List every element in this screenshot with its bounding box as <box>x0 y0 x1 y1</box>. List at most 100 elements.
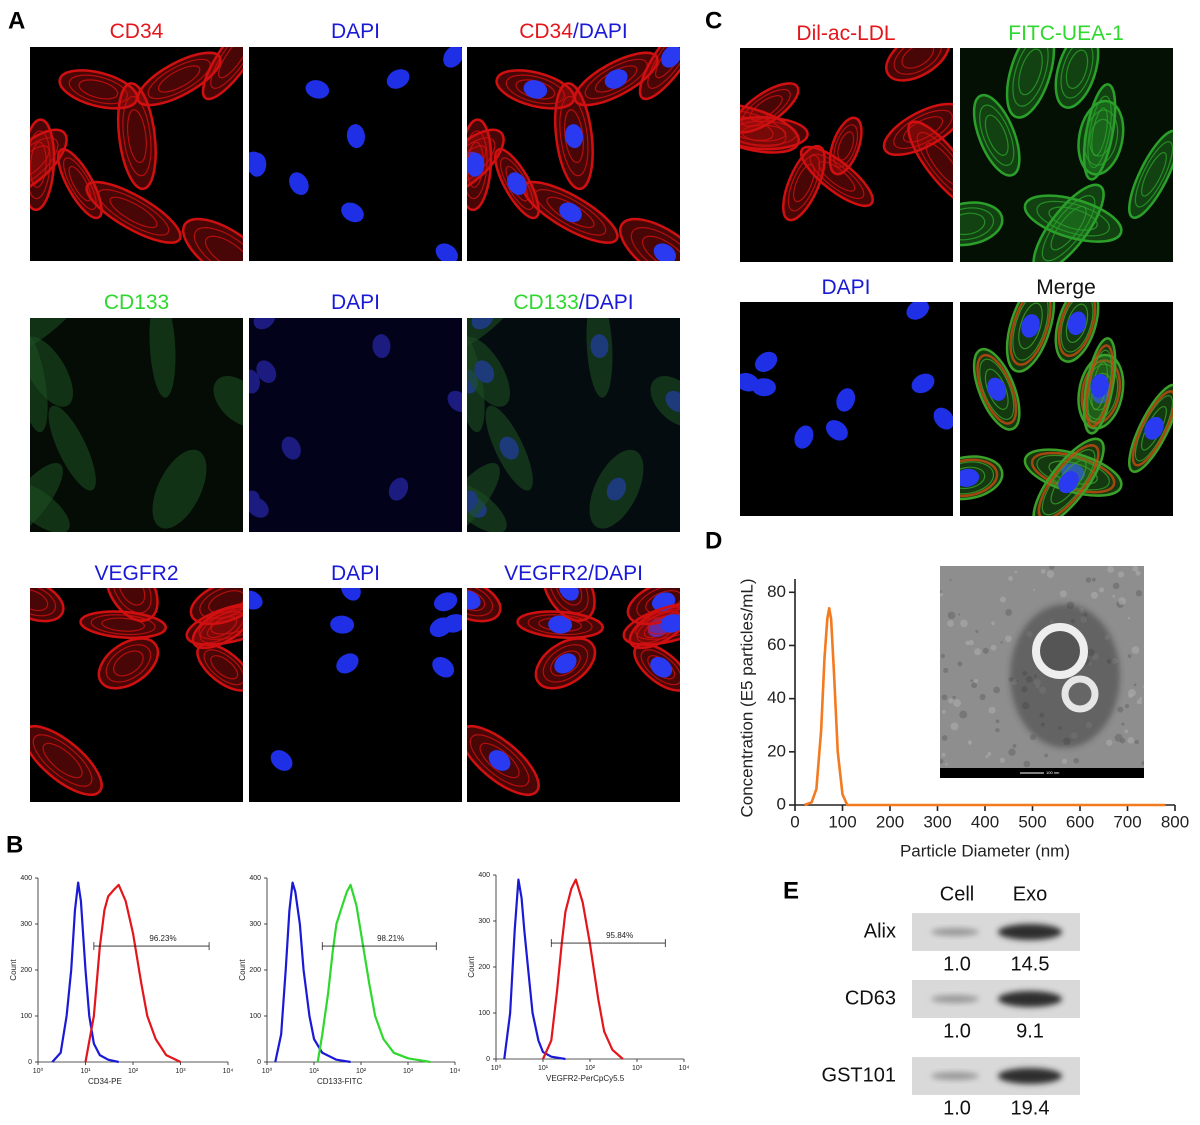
nucleus <box>249 152 267 177</box>
x-tick-label: 300 <box>923 812 951 831</box>
nucleus <box>433 592 458 612</box>
cell <box>289 172 309 196</box>
cytoplasm-texture <box>925 142 953 187</box>
nucleus <box>523 80 548 99</box>
y-tick-label: 100 <box>249 1013 261 1020</box>
cell <box>794 425 814 449</box>
cell <box>435 243 458 261</box>
nucleus <box>249 590 263 610</box>
cytoplasm-texture <box>1141 152 1167 197</box>
tem-grain <box>1117 706 1124 713</box>
nucleus <box>386 69 410 89</box>
panel-label: A <box>8 7 25 34</box>
cell <box>388 477 409 501</box>
nucleus <box>1090 373 1109 398</box>
cytoplasm-texture <box>818 161 856 192</box>
tem-grain <box>1030 734 1036 741</box>
cytoplasm-texture <box>901 48 935 69</box>
cell <box>432 657 455 678</box>
cytoplasm-texture <box>204 235 243 261</box>
cytoplasm <box>58 69 139 110</box>
cytoplasm-texture <box>1065 303 1089 343</box>
nucleus <box>346 124 365 149</box>
tem-grain <box>1124 729 1129 734</box>
series-line <box>541 878 624 1060</box>
tem-grain <box>1061 758 1068 764</box>
cell <box>256 360 277 383</box>
row-label: Alix <box>864 920 896 942</box>
cell <box>467 336 510 407</box>
column-header: Exo <box>1013 883 1047 905</box>
nucleus <box>507 172 527 196</box>
nucleus <box>987 377 1007 401</box>
tem-grain <box>999 596 1006 603</box>
cytoplasm-texture <box>122 95 152 177</box>
tem-grain <box>940 590 942 594</box>
cell <box>181 217 243 261</box>
tem-grain <box>970 679 973 682</box>
cytoplasm <box>960 201 1004 247</box>
tem-grain <box>982 647 989 654</box>
y-tick-label: 80 <box>767 582 786 601</box>
cytoplasm-texture <box>199 588 243 620</box>
cell <box>152 449 207 529</box>
x-tick-label: 10⁰ <box>33 1067 44 1075</box>
title-part: FITC-UEA-1 <box>1008 22 1124 45</box>
cell <box>467 462 500 532</box>
x-tick-label: 10⁰ <box>262 1067 273 1075</box>
cytoplasm-texture <box>809 153 865 200</box>
cytoplasm-texture <box>550 650 581 677</box>
cytoplasm-texture <box>30 137 59 187</box>
nucleus <box>1021 314 1040 338</box>
x-tick-label: 500 <box>1018 812 1046 831</box>
micrograph <box>467 318 680 532</box>
cytoplasm-texture <box>218 47 243 79</box>
cytoplasm-texture <box>479 742 520 779</box>
x-tick-label: 10⁴ <box>679 1065 690 1072</box>
cytoplasm <box>48 405 96 491</box>
tem-grain <box>1059 590 1067 598</box>
cytoplasm-texture <box>833 124 859 168</box>
scale-bar-label: 100 nm <box>1046 770 1060 775</box>
cell <box>336 653 359 674</box>
nucleus <box>906 302 930 320</box>
cell <box>589 449 644 529</box>
cytoplasm-texture <box>893 109 953 150</box>
series-line <box>274 881 351 1064</box>
cell <box>825 420 848 441</box>
cell <box>751 378 776 397</box>
cytoplasm <box>116 82 157 191</box>
cell <box>534 637 597 690</box>
image-title: Dil-ac-LDL <box>796 22 895 45</box>
cell <box>1032 183 1105 262</box>
micrograph <box>30 588 243 802</box>
tem-grain <box>1141 760 1144 766</box>
nucleus <box>1067 311 1087 336</box>
cytoplasm-texture <box>157 65 201 93</box>
nucleus <box>289 172 309 196</box>
cytoplasm-texture <box>210 47 243 89</box>
image-title: CD133/DAPI <box>513 291 633 314</box>
cell <box>1082 83 1117 181</box>
tem-grain <box>990 644 997 651</box>
cell <box>270 750 293 771</box>
tem-grain <box>943 667 949 673</box>
cell <box>586 318 613 398</box>
cell <box>467 725 540 796</box>
cell <box>433 592 458 612</box>
cytoplasm <box>1005 48 1056 119</box>
tem-grain <box>995 727 1000 733</box>
quantification: 1.0 <box>943 1020 971 1042</box>
cytoplasm-texture <box>105 644 152 683</box>
cytoplasm <box>799 145 874 208</box>
cell <box>836 388 856 412</box>
quantification: 14.5 <box>1011 953 1050 975</box>
cytoplasm-texture <box>1060 48 1094 99</box>
gate-label: 96.23% <box>149 934 176 943</box>
image-title: Merge <box>1036 276 1096 299</box>
cell <box>201 47 243 101</box>
cell <box>30 318 84 352</box>
cell <box>754 351 778 372</box>
x-tick-label: 10⁴ <box>223 1068 234 1075</box>
tem-grain <box>945 763 948 766</box>
